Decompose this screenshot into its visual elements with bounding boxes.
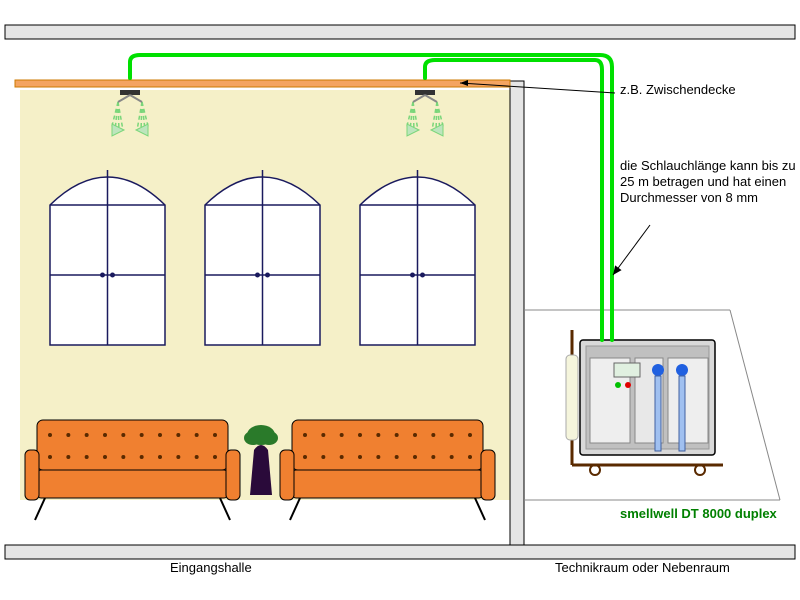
- annotation-hose-l1: die Schlauchlänge kann bis zu: [620, 158, 796, 173]
- annotation-ceiling: z.B. Zwischendecke: [620, 82, 736, 97]
- device-label: smellwell DT 8000 duplex: [620, 506, 777, 521]
- diagram-canvas: z.B. Zwischendecke die Schlauchlänge kan…: [0, 0, 800, 600]
- annotation-hose-l2: 25 m betragen und hat einen: [620, 174, 786, 189]
- techroom-label: Technikraum oder Nebenraum: [555, 560, 730, 575]
- annotation-hose-l3: Durchmesser von 8 mm: [620, 190, 758, 205]
- hall-label: Eingangshalle: [170, 560, 252, 575]
